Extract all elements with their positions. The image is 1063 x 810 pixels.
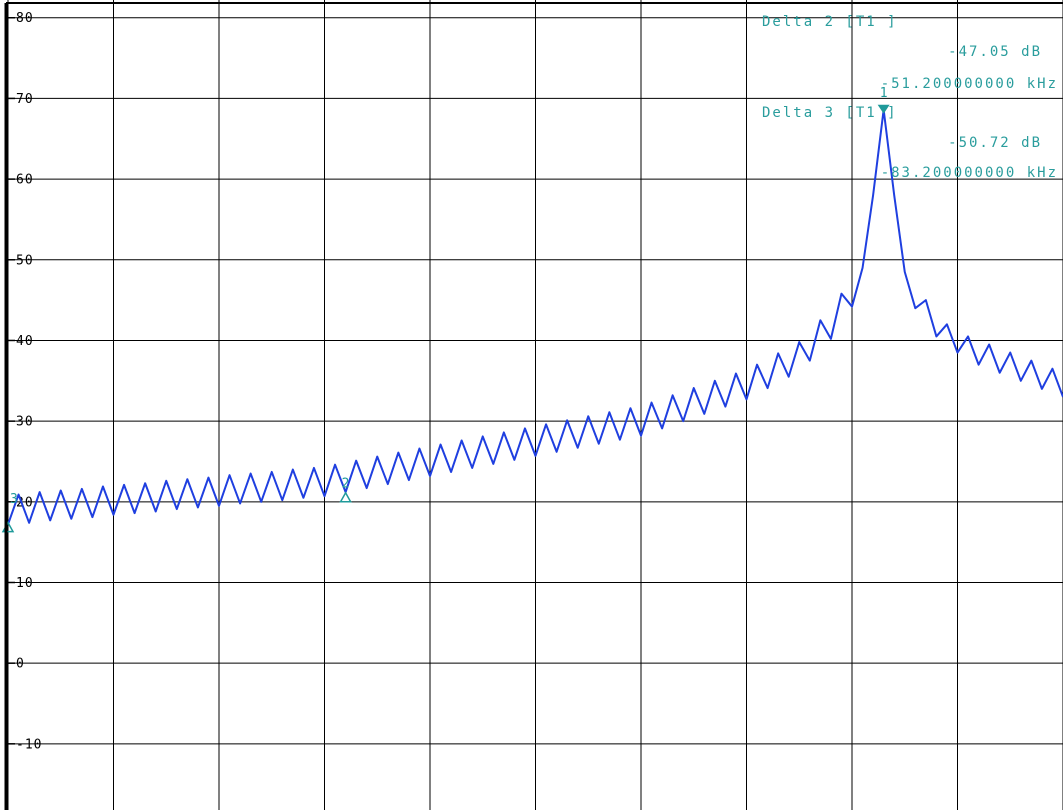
markers: 1 2 3 <box>1 86 890 533</box>
y-tick-label: 10 <box>16 576 34 591</box>
delta-frequency: -51.200000000 kHz <box>881 76 1058 92</box>
y-tick-label: 40 <box>16 334 34 349</box>
annotations: Delta 2 [T1 ] -47.05 dB -51.200000000 kH… <box>762 14 1058 181</box>
y-tick-label: 80 <box>16 11 34 26</box>
delta-label: Delta 2 [T1 ] <box>762 14 898 30</box>
trace <box>7 108 1063 525</box>
marker-label: 3 <box>10 492 18 507</box>
y-tick-label: -10 <box>16 737 42 752</box>
marker <box>877 104 890 114</box>
y-tick-label: 70 <box>16 92 34 107</box>
grid <box>7 0 1063 810</box>
delta-frequency: -83.200000000 kHz <box>881 165 1058 181</box>
y-tick-label: 0 <box>16 657 25 672</box>
y-tick-label: 60 <box>16 173 34 188</box>
marker-label: 1 <box>880 86 888 101</box>
y-tick-label: 30 <box>16 415 34 430</box>
trace-line <box>7 108 1063 525</box>
delta-level: -47.05 dB <box>948 44 1042 60</box>
delta-label: Delta 3 [T1 ] <box>762 105 898 121</box>
y-tick-label: 50 <box>16 253 34 268</box>
marker <box>339 491 352 503</box>
marker-label: 2 <box>342 476 350 491</box>
delta-level: -50.72 dB <box>948 135 1042 151</box>
